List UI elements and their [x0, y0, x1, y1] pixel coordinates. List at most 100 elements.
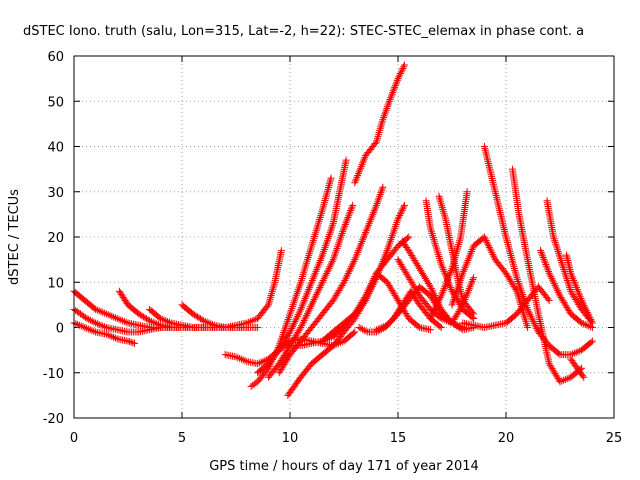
data-point: [248, 317, 256, 325]
data-point: [395, 73, 403, 81]
data-point: [90, 327, 98, 335]
data-point: [537, 248, 545, 256]
data-point: [392, 80, 400, 88]
data-point: [554, 287, 562, 295]
data-point: [305, 306, 313, 314]
x-tick-label: 5: [178, 431, 186, 446]
data-point: [303, 311, 311, 319]
data-point: [88, 317, 96, 325]
x-axis-label: GPS time / hours of day 171 of year 2014: [209, 459, 479, 474]
data-point: [88, 327, 96, 335]
data-point: [295, 284, 303, 292]
data-point: [110, 333, 118, 341]
data-point: [437, 200, 445, 208]
data-point: [427, 313, 435, 321]
data-point: [117, 316, 125, 324]
data-point: [446, 282, 454, 290]
data-point: [544, 295, 552, 303]
data-point: [440, 267, 448, 275]
data-point: [324, 183, 332, 191]
data-point: [297, 278, 305, 286]
data-point: [349, 329, 357, 337]
data-point: [268, 290, 276, 298]
data-point: [160, 316, 168, 324]
data-point: [346, 266, 354, 274]
data-point: [341, 222, 349, 230]
data-point: [395, 213, 403, 221]
data-point: [360, 326, 368, 334]
data-point: [290, 299, 298, 307]
data-point: [454, 242, 462, 250]
data-point: [344, 270, 352, 278]
data-point: [92, 305, 100, 313]
data-point: [575, 291, 583, 299]
data-point: [298, 274, 306, 282]
data-point: [149, 318, 157, 326]
data-point: [490, 252, 498, 260]
data-point: [314, 262, 322, 270]
data-point: [377, 121, 385, 129]
data-point: [284, 316, 292, 324]
data-point: [426, 224, 434, 232]
data-point: [439, 207, 447, 215]
data-point: [303, 257, 311, 265]
data-point: [532, 323, 540, 331]
data-point: [310, 233, 318, 241]
data-point: [74, 320, 82, 328]
data-point: [387, 94, 395, 102]
data-point: [389, 230, 397, 238]
data-point: [104, 311, 112, 319]
data-point: [337, 231, 345, 239]
data-point: [304, 253, 312, 261]
y-tick-label: 10: [47, 276, 64, 291]
data-point: [367, 280, 375, 288]
data-point: [366, 218, 374, 226]
data-point: [155, 320, 163, 328]
data-point: [431, 306, 439, 314]
data-point: [305, 284, 313, 292]
data-point: [315, 217, 323, 225]
data-point: [300, 298, 308, 306]
data-point: [319, 277, 327, 285]
data-point: [449, 299, 457, 307]
data-point: [323, 238, 331, 246]
data-point: [343, 217, 351, 225]
data-point: [254, 360, 262, 368]
data-point: [447, 266, 455, 274]
data-point: [400, 203, 408, 211]
data-point: [111, 334, 119, 342]
data-point: [429, 232, 437, 240]
data-point: [487, 247, 495, 255]
data-point: [309, 275, 317, 283]
data-point: [93, 306, 101, 314]
data-point: [305, 252, 313, 260]
data-point: [322, 193, 330, 201]
data-point: [579, 372, 587, 380]
data-point: [466, 251, 474, 259]
data-point: [435, 254, 443, 262]
data-point: [108, 333, 116, 341]
data-point: [299, 273, 307, 281]
data-point: [439, 288, 447, 296]
data-point: [308, 242, 316, 250]
data-point: [403, 234, 411, 242]
data-point: [391, 224, 399, 232]
data-point: [306, 246, 314, 254]
data-point: [436, 294, 444, 302]
data-point: [578, 319, 586, 327]
data-point: [326, 263, 334, 271]
data-point: [553, 285, 561, 293]
data-point: [398, 206, 406, 214]
data-point: [326, 178, 334, 186]
data-point: [379, 115, 387, 123]
data-point: [374, 132, 382, 140]
data-point: [327, 225, 335, 233]
data-point: [394, 75, 402, 83]
data-point: [304, 308, 312, 316]
data-point: [380, 323, 388, 331]
data-point: [572, 348, 580, 356]
data-point: [386, 96, 394, 104]
data-point: [198, 316, 206, 324]
data-point: [359, 159, 367, 167]
data-point: [540, 255, 548, 263]
